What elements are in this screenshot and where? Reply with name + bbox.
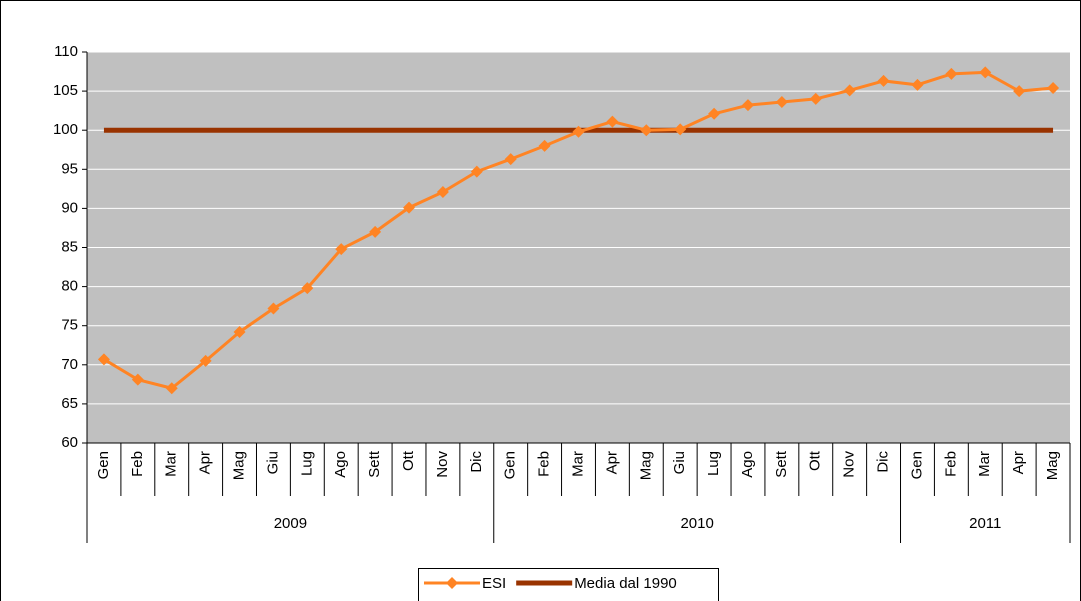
x-tick-label: Feb [942,451,959,477]
x-tick-label: Mar [976,451,993,477]
data-point [97,353,110,366]
y-tick-label: 90 [61,199,78,216]
x-tick-label: Mar [569,451,586,477]
y-tick-label: 80 [61,278,78,295]
x-tick-label: Gen [95,451,112,479]
x-tick-label: Nov [841,451,858,478]
data-point [504,153,517,166]
data-point [809,92,822,105]
y-tick-label: 65 [61,395,78,412]
x-tick-label: Ott [807,450,824,471]
x-tick-label: Gen [502,451,519,479]
y-tick-label: 85 [61,238,78,255]
y-tick-label: 110 [54,43,78,60]
data-point [335,243,348,256]
data-point [911,78,924,91]
data-point [436,185,449,198]
x-tick-label: Mag [231,451,248,480]
x-tick-label: Lug [705,451,722,476]
legend-marker [446,577,458,589]
y-tick-label: 70 [61,356,78,373]
y-tick-label: 100 [53,121,78,138]
data-point [199,354,212,367]
data-point [538,139,551,152]
x-tick-label: Apr [197,451,214,474]
legend-label: Media dal 1990 [574,575,677,592]
x-tick-label: Ago [332,451,349,478]
x-tick-label: Mar [163,451,180,477]
x-tick-label: Gen [908,451,925,479]
data-point [741,99,754,112]
data-point [674,123,687,136]
data-point [1013,85,1026,98]
x-tick-label: Mag [637,451,654,480]
data-point [301,282,314,295]
group-label: 2009 [274,515,307,532]
data-point [877,74,890,87]
data-point [1047,81,1060,94]
x-tick-label: Apr [1010,451,1027,474]
x-tick-label: Mag [1044,451,1061,480]
group-label: 2011 [969,515,1001,532]
data-point [843,84,856,97]
x-tick-label: Apr [603,451,620,474]
data-point [267,302,280,315]
data-point [606,115,619,128]
x-tick-label: Ago [739,451,756,478]
legend: ESI Media dal 1990 [418,568,719,601]
x-tick-label: Nov [434,451,451,478]
data-point [165,382,178,395]
data-point [369,225,382,238]
data-point [708,107,721,120]
data-point [131,373,144,386]
data-point [775,96,788,109]
y-tick-label: 60 [61,434,78,451]
data-point [470,165,483,178]
data-point [945,67,958,80]
group-label: 2010 [680,515,713,532]
x-tick-label: Lug [298,451,315,476]
x-tick-label: Feb [129,451,146,477]
data-point [979,66,992,79]
x-tick-label: Ott [400,450,417,471]
x-tick-label: Giu [264,451,281,474]
x-tick-label: Dic [875,451,892,473]
x-tick-label: Dic [468,451,485,473]
data-point [403,201,416,214]
legend-label: ESI [482,575,506,592]
y-tick-label: 75 [61,317,78,334]
data-point [572,125,585,138]
y-tick-label: 95 [61,160,78,177]
data-point [640,124,653,137]
x-tick-label: Giu [671,451,688,474]
x-tick-label: Sett [366,450,383,478]
data-point [233,325,246,338]
y-tick-label: 105 [53,82,78,99]
x-tick-label: Sett [773,450,790,478]
x-tick-label: Feb [536,451,553,477]
